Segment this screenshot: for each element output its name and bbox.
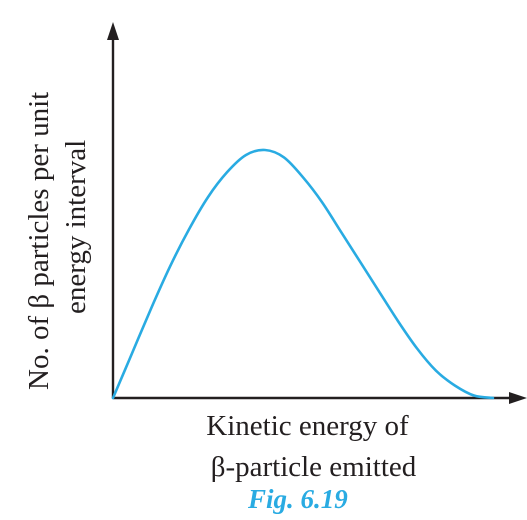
x-axis-label-line-2: β-particle emitted bbox=[210, 451, 417, 483]
y-axis-arrow bbox=[107, 22, 119, 40]
figure-caption: Fig. 6.19 bbox=[248, 484, 348, 514]
x-axis-arrow bbox=[509, 392, 527, 404]
y-axis-label-line-1: No. of β particles per unit bbox=[23, 92, 55, 390]
plot-area bbox=[111, 148, 495, 400]
x-axis-label-line-1: Kinetic energy of bbox=[206, 410, 409, 442]
series-line bbox=[111, 148, 495, 400]
y-axis-label-line-2: energy interval bbox=[60, 140, 92, 314]
